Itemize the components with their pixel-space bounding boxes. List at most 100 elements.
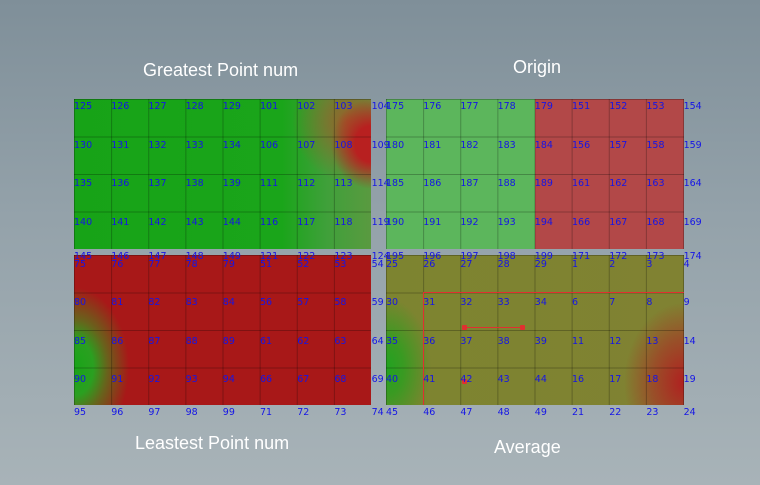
point-index-label: 61 [260,335,273,347]
point-index-label: 191 [423,216,442,228]
point-index-label: 186 [423,178,442,189]
grid-lines [386,99,684,249]
point-index-label: 183 [497,139,516,151]
point-index-label: 46 [423,407,436,418]
point-index-label: 82 [148,297,161,309]
point-index-label: 190 [386,216,405,228]
point-index-label: 124 [371,251,390,262]
point-index-label: 1 [572,259,579,270]
point-index-label: 122 [297,251,316,262]
point-index-label: 62 [297,335,310,347]
point-index-label: 51 [260,259,273,270]
point-index-label: 103 [334,101,353,112]
point-index-label: 9 [683,297,690,309]
panel-leastest-point-num [74,255,371,405]
point-index-label: 27 [460,259,473,270]
point-index-label: 96 [111,407,124,418]
point-index-label: 135 [74,178,93,189]
point-index-label: 109 [371,139,390,151]
point-index-label: 108 [334,139,353,151]
point-index-label: 30 [386,297,399,309]
point-index-label: 13 [646,335,659,347]
point-index-label: 107 [297,139,316,151]
title-origin: Origin [513,57,562,77]
point-index-label: 3 [646,259,653,270]
point-index-label: 111 [260,178,279,189]
point-index-label: 63 [334,335,347,347]
point-index-label: 56 [260,297,273,309]
point-index-label: 130 [74,139,93,151]
point-index-label: 188 [497,178,516,189]
point-index-label: 35 [386,335,399,347]
point-index-label: 163 [646,178,665,189]
point-index-label: 4 [683,259,690,270]
point-index-label: 54 [371,259,384,270]
point-index-label: 177 [460,101,479,112]
point-index-label: 39 [534,335,547,347]
point-index-label: 158 [646,139,665,151]
point-index-label: 145 [74,251,93,262]
point-index-label: 195 [386,251,405,262]
point-index-label: 176 [423,101,442,112]
point-index-label: 92 [148,373,161,385]
point-index-label: 185 [386,178,405,189]
point-index-label: 7 [609,297,616,309]
point-index-label: 143 [185,216,204,228]
point-index-label: 76 [111,259,124,270]
point-index-label: 86 [111,335,124,347]
point-index-label: 119 [371,216,390,228]
point-index-label: 138 [185,178,204,189]
point-index-label: 83 [185,297,198,309]
point-index-label: 131 [111,139,130,151]
point-index-label: 141 [111,216,130,228]
panel-origin [386,99,684,249]
point-index-label: 171 [572,251,591,262]
panel-greatest-point-num [74,99,371,249]
title-average: Average [494,437,561,457]
point-index-label: 142 [148,216,167,228]
point-index-label: 197 [460,251,479,262]
point-index-label: 36 [423,335,436,347]
point-index-label: 156 [572,139,591,151]
point-index-label: 187 [460,178,479,189]
point-index-label: 102 [297,101,316,112]
point-index-label: 29 [534,259,547,270]
point-index-label: 162 [609,178,628,189]
point-index-label: 157 [609,139,628,151]
point-index-label: 116 [260,216,279,228]
point-index-label: 94 [222,373,235,385]
point-index-label: 132 [148,139,167,151]
point-index-label: 85 [74,335,87,347]
point-index-label: 148 [185,251,204,262]
point-index-label: 126 [111,101,130,112]
point-index-label: 12 [609,335,622,347]
point-index-label: 193 [497,216,516,228]
point-index-label: 164 [683,178,702,189]
point-index-label: 159 [683,139,702,151]
point-index-label: 14 [683,335,696,347]
point-index-label: 21 [572,407,585,418]
point-index-label: 44 [534,373,547,385]
point-index-label: 17 [609,373,622,385]
point-index-label: 196 [423,251,442,262]
grid-lines [74,99,371,249]
point-index-label: 32 [460,297,473,309]
point-index-label: 26 [423,259,436,270]
point-index-label: 106 [260,139,279,151]
point-index-label: 72 [297,407,310,418]
point-index-label: 77 [148,259,161,270]
point-index-label: 153 [646,101,665,112]
point-index-label: 118 [334,216,353,228]
point-index-label: 47 [460,407,473,418]
point-index-label: 19 [683,373,696,385]
point-index-label: 134 [222,139,241,151]
point-index-label: 146 [111,251,130,262]
point-index-label: 23 [646,407,659,418]
point-index-label: 125 [74,101,93,112]
point-index-label: 75 [74,259,87,270]
grid-lines [386,255,684,405]
point-index-label: 28 [497,259,510,270]
point-index-label: 71 [260,407,273,418]
point-index-label: 137 [148,178,167,189]
point-index-label: 97 [148,407,161,418]
